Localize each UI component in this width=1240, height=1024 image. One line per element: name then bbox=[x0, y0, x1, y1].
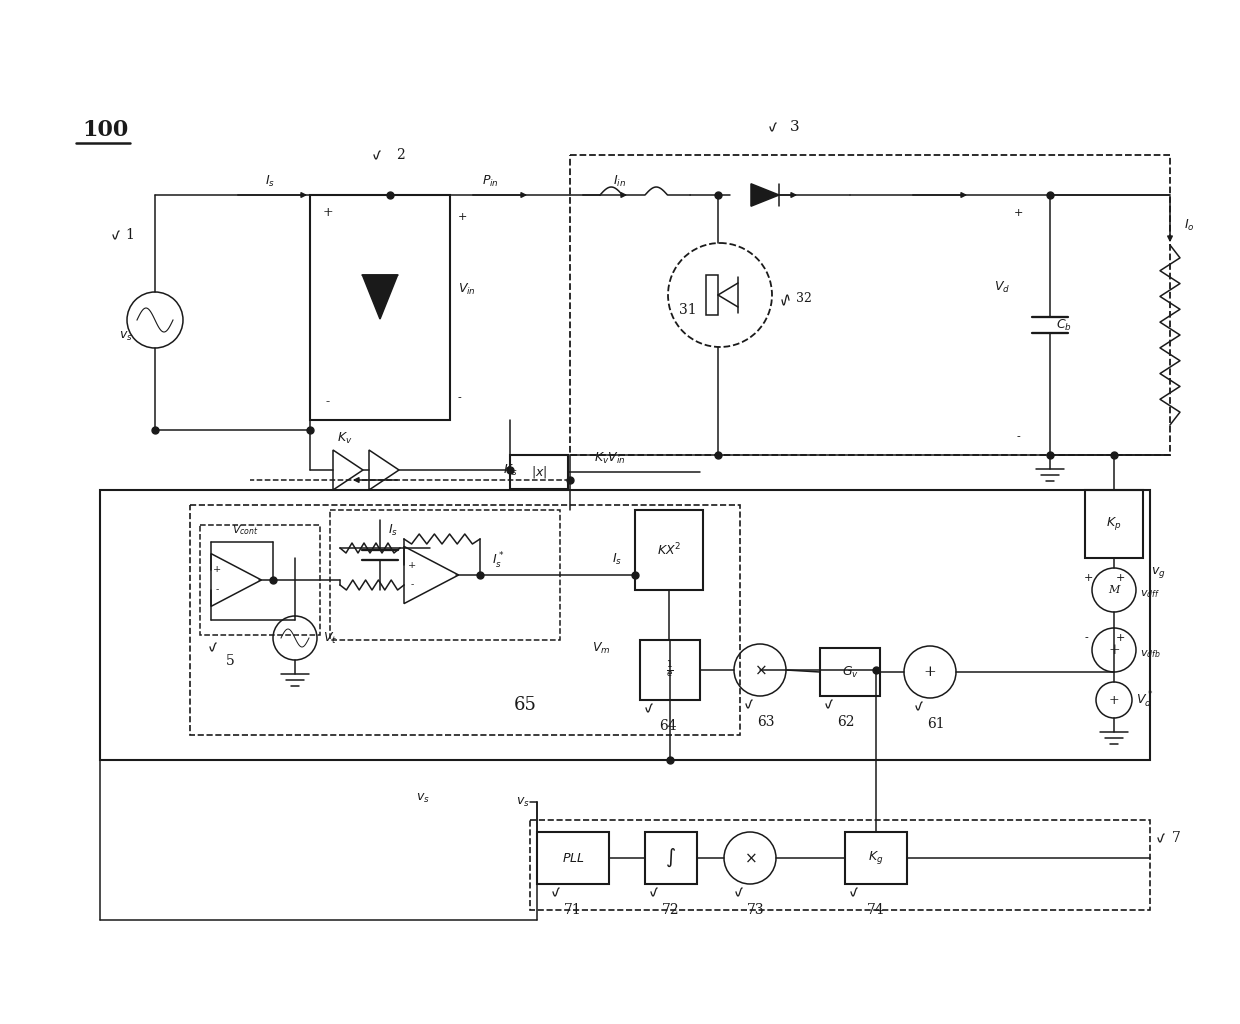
Text: M: M bbox=[1109, 585, 1120, 595]
Bar bbox=[645, 831, 697, 884]
Bar bbox=[570, 155, 1171, 455]
Bar bbox=[635, 510, 703, 590]
Text: -: - bbox=[410, 581, 414, 590]
Text: $V_d^*$: $V_d^*$ bbox=[1136, 690, 1153, 710]
Text: +: + bbox=[924, 665, 936, 679]
Bar bbox=[330, 510, 560, 640]
Text: $G_v$: $G_v$ bbox=[842, 665, 858, 680]
Text: $I_{in}$: $I_{in}$ bbox=[614, 173, 626, 188]
Bar bbox=[310, 195, 450, 420]
Bar bbox=[844, 831, 906, 884]
Text: $V_m$: $V_m$ bbox=[591, 640, 610, 655]
Text: +: + bbox=[408, 560, 417, 569]
Text: $PLL$: $PLL$ bbox=[562, 852, 584, 864]
Text: $I_s$: $I_s$ bbox=[388, 522, 398, 538]
Text: $\frac{1}{e}$: $\frac{1}{e}$ bbox=[666, 659, 673, 680]
Text: $K_v$: $K_v$ bbox=[337, 430, 352, 445]
Text: -: - bbox=[1016, 432, 1019, 442]
Text: 64: 64 bbox=[660, 719, 677, 733]
Text: +: + bbox=[322, 207, 334, 219]
Text: +: + bbox=[458, 212, 467, 222]
Text: $\times$: $\times$ bbox=[744, 851, 756, 865]
Bar bbox=[529, 820, 1149, 910]
Text: $v_s$: $v_s$ bbox=[119, 330, 133, 343]
Text: 74: 74 bbox=[867, 903, 885, 918]
Text: 72: 72 bbox=[662, 903, 680, 918]
Text: 61: 61 bbox=[928, 717, 945, 731]
Text: -: - bbox=[326, 395, 330, 409]
Text: +: + bbox=[1084, 573, 1092, 583]
Text: 31: 31 bbox=[680, 303, 697, 317]
Text: 5: 5 bbox=[226, 654, 234, 668]
Text: 1: 1 bbox=[125, 228, 134, 242]
Text: $v_g$: $v_g$ bbox=[1151, 564, 1166, 580]
Text: $v_s$: $v_s$ bbox=[516, 796, 529, 809]
Text: $V_t$: $V_t$ bbox=[322, 631, 337, 645]
Text: $v_s$: $v_s$ bbox=[417, 792, 430, 805]
Polygon shape bbox=[751, 183, 779, 206]
Text: $V_{cont}$: $V_{cont}$ bbox=[232, 523, 258, 537]
Text: +: + bbox=[1109, 643, 1120, 657]
Text: $C_b$: $C_b$ bbox=[1056, 317, 1071, 333]
Bar bbox=[537, 831, 609, 884]
Text: $K_vV_{in}$: $K_vV_{in}$ bbox=[594, 451, 626, 466]
Bar bbox=[820, 648, 880, 696]
Bar bbox=[190, 505, 740, 735]
Text: $I_s$: $I_s$ bbox=[613, 552, 622, 566]
Text: 62: 62 bbox=[837, 715, 854, 729]
Text: -: - bbox=[216, 586, 218, 595]
Text: $|x|$: $|x|$ bbox=[531, 464, 547, 480]
Text: +: + bbox=[213, 565, 221, 574]
Text: +: + bbox=[1115, 633, 1125, 643]
Text: $v_{dfb}$: $v_{dfb}$ bbox=[1140, 648, 1161, 659]
Text: 63: 63 bbox=[758, 715, 775, 729]
Bar bbox=[200, 525, 320, 635]
Text: -: - bbox=[1084, 633, 1087, 643]
Text: $\times$: $\times$ bbox=[754, 663, 766, 677]
Text: 71: 71 bbox=[564, 903, 582, 918]
Bar bbox=[1085, 490, 1143, 558]
Text: $I_o$: $I_o$ bbox=[1184, 217, 1194, 232]
Text: 2: 2 bbox=[396, 148, 404, 162]
Text: $V_{in}$: $V_{in}$ bbox=[458, 282, 476, 297]
Text: 7: 7 bbox=[1172, 831, 1180, 845]
Bar bbox=[100, 490, 1149, 760]
Text: $v_{dff}$: $v_{dff}$ bbox=[1140, 588, 1159, 600]
Text: $K_s$: $K_s$ bbox=[502, 463, 517, 477]
Text: $I_s$: $I_s$ bbox=[265, 173, 275, 188]
Text: +: + bbox=[1109, 693, 1120, 707]
Text: $I_s^*$: $I_s^*$ bbox=[492, 551, 505, 571]
Text: $K_p$: $K_p$ bbox=[1106, 515, 1122, 532]
Text: +: + bbox=[1115, 573, 1125, 583]
Text: 32: 32 bbox=[796, 293, 812, 305]
Text: 100: 100 bbox=[82, 119, 128, 141]
Text: 73: 73 bbox=[748, 903, 765, 918]
Text: +: + bbox=[1013, 208, 1023, 218]
Bar bbox=[640, 640, 701, 700]
Bar bbox=[706, 275, 718, 315]
Text: $\int$: $\int$ bbox=[666, 847, 677, 869]
Text: $K_g$: $K_g$ bbox=[868, 850, 884, 866]
Text: 3: 3 bbox=[790, 120, 800, 134]
Text: $V_d$: $V_d$ bbox=[993, 280, 1011, 295]
Polygon shape bbox=[362, 275, 398, 319]
Text: -: - bbox=[458, 393, 461, 403]
Text: 65: 65 bbox=[513, 696, 537, 714]
Bar bbox=[510, 455, 568, 489]
Text: $KX^2$: $KX^2$ bbox=[657, 542, 681, 558]
Text: $P_{in}$: $P_{in}$ bbox=[481, 173, 498, 188]
